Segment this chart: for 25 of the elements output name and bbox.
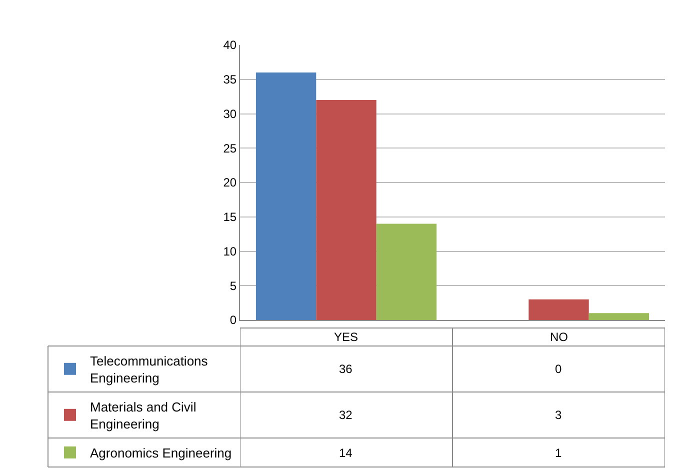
- y-tick-label: 40: [223, 38, 237, 52]
- legend-label: Materials and Civil Engineering: [90, 400, 196, 432]
- y-tick-label: 10: [223, 244, 237, 258]
- y-tick-label: 30: [223, 106, 237, 121]
- bar: [588, 313, 650, 320]
- y-tick-label: 0: [230, 313, 237, 328]
- data-label: 0: [555, 362, 562, 376]
- bar: [376, 224, 437, 320]
- x-tick-label: YES: [334, 330, 358, 344]
- bar: [256, 72, 316, 320]
- y-tick-label: 5: [230, 278, 237, 293]
- data-label: 3: [555, 408, 562, 422]
- data-label: 36: [339, 362, 353, 376]
- legend-label: Agronomics Engineering: [90, 446, 232, 461]
- bar: [316, 100, 376, 320]
- data-label: 14: [339, 446, 353, 460]
- y-tick-label: 25: [223, 141, 237, 156]
- y-tick-label: 20: [223, 176, 237, 190]
- x-tick-label: NO: [550, 330, 568, 344]
- y-tick-label: 35: [223, 72, 237, 87]
- data-label: 32: [339, 408, 353, 422]
- data-label: 1: [555, 446, 562, 460]
- y-tick-label: 15: [223, 210, 237, 224]
- legend-label: Telecommunications Engineering: [90, 354, 208, 386]
- bar: [528, 299, 589, 320]
